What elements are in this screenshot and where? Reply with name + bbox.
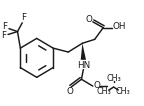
Polygon shape	[81, 43, 86, 60]
Text: F: F	[2, 22, 7, 31]
Text: O: O	[67, 87, 74, 96]
Text: CH₃: CH₃	[106, 74, 121, 83]
Text: CH₃: CH₃	[97, 87, 111, 96]
Text: HN: HN	[77, 61, 90, 70]
Text: O: O	[86, 15, 92, 24]
Text: F: F	[1, 31, 6, 40]
Text: O: O	[93, 81, 100, 90]
Text: OH: OH	[112, 22, 126, 31]
Text: CH₃: CH₃	[116, 87, 130, 96]
Text: F: F	[22, 13, 27, 22]
